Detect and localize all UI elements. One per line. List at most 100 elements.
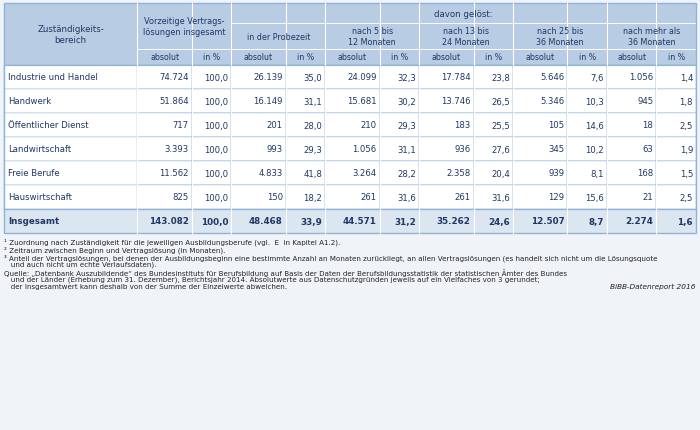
- Bar: [192, 90, 232, 114]
- Text: 20,4: 20,4: [491, 169, 510, 178]
- Text: und der Länder (Erhebung zum 31. Dezember), Berichtsjahr 2014. Absolutwerte aus : und der Länder (Erhebung zum 31. Dezembe…: [4, 276, 540, 283]
- Text: 18,2: 18,2: [303, 193, 322, 202]
- Text: 10,2: 10,2: [585, 145, 604, 154]
- Bar: [474, 162, 513, 186]
- Bar: [513, 209, 568, 233]
- Text: 33,9: 33,9: [300, 217, 322, 226]
- Bar: [192, 186, 232, 209]
- Text: ³ Anteil der Vertragslösungen, bei denen der Ausbildungsbeginn eine bestimmte An: ³ Anteil der Vertragslösungen, bei denen…: [4, 253, 657, 261]
- Bar: [568, 162, 607, 186]
- Bar: [286, 90, 326, 114]
- Bar: [326, 209, 379, 233]
- Text: 1,8: 1,8: [680, 97, 693, 106]
- Bar: [379, 209, 419, 233]
- Bar: [607, 66, 657, 90]
- Text: 100,0: 100,0: [204, 169, 228, 178]
- Bar: [326, 24, 419, 50]
- Bar: [568, 114, 607, 138]
- Text: ¹ Zuordnung nach Zuständigkeit für die jeweiligen Ausbildungsberufe (vgl.  E  in: ¹ Zuordnung nach Zuständigkeit für die j…: [4, 239, 340, 246]
- Bar: [137, 186, 192, 209]
- Text: nach mehr als
36 Monaten: nach mehr als 36 Monaten: [623, 27, 680, 46]
- Text: absolut: absolut: [526, 53, 555, 62]
- Text: 1.056: 1.056: [629, 74, 654, 82]
- Text: 17.784: 17.784: [441, 74, 470, 82]
- Bar: [286, 114, 326, 138]
- Bar: [137, 162, 192, 186]
- Text: 18: 18: [643, 121, 654, 130]
- Bar: [474, 114, 513, 138]
- Text: 1,4: 1,4: [680, 74, 693, 82]
- Bar: [607, 162, 657, 186]
- Text: 1,5: 1,5: [680, 169, 693, 178]
- Bar: [657, 66, 696, 90]
- Bar: [419, 114, 474, 138]
- Text: absolut: absolut: [432, 53, 461, 62]
- Bar: [286, 66, 326, 90]
- Text: 100,0: 100,0: [204, 121, 228, 130]
- Text: 15,6: 15,6: [585, 193, 604, 202]
- Bar: [137, 4, 232, 50]
- Bar: [232, 50, 286, 66]
- Text: Öffentlicher Dienst: Öffentlicher Dienst: [8, 121, 89, 130]
- Bar: [568, 138, 607, 162]
- Text: 30,2: 30,2: [398, 97, 416, 106]
- Text: 21: 21: [643, 193, 654, 202]
- Bar: [192, 162, 232, 186]
- Bar: [513, 114, 568, 138]
- Bar: [568, 50, 607, 66]
- Bar: [419, 162, 474, 186]
- Text: Landwirtschaft: Landwirtschaft: [8, 145, 71, 154]
- Text: 23,8: 23,8: [491, 74, 510, 82]
- Bar: [326, 50, 379, 66]
- Bar: [4, 4, 696, 233]
- Bar: [137, 50, 192, 66]
- Text: 936: 936: [454, 145, 470, 154]
- Bar: [513, 24, 607, 50]
- Bar: [326, 162, 379, 186]
- Bar: [607, 186, 657, 209]
- Text: 16.149: 16.149: [253, 97, 283, 106]
- Text: 10,3: 10,3: [585, 97, 604, 106]
- Text: 24.099: 24.099: [347, 74, 377, 82]
- Bar: [379, 90, 419, 114]
- Text: 31,1: 31,1: [398, 145, 416, 154]
- Bar: [192, 66, 232, 90]
- Bar: [4, 114, 696, 138]
- Text: in der Probezeit: in der Probezeit: [246, 32, 310, 41]
- Bar: [232, 138, 286, 162]
- Bar: [513, 50, 568, 66]
- Text: 3.264: 3.264: [353, 169, 377, 178]
- Text: 345: 345: [548, 145, 564, 154]
- Text: Quelle: „Datenbank Auszubildende“ des Bundesinstituts für Berufsbildung auf Basi: Quelle: „Datenbank Auszubildende“ des Bu…: [4, 268, 567, 276]
- Text: 8,7: 8,7: [589, 217, 604, 226]
- Text: nach 13 bis
24 Monaten: nach 13 bis 24 Monaten: [442, 27, 490, 46]
- Text: 210: 210: [360, 121, 377, 130]
- Text: 5.346: 5.346: [540, 97, 564, 106]
- Text: 12.507: 12.507: [531, 217, 564, 226]
- Bar: [137, 138, 192, 162]
- Text: 2.358: 2.358: [447, 169, 470, 178]
- Text: 31,6: 31,6: [491, 193, 510, 202]
- Text: 825: 825: [173, 193, 189, 202]
- Bar: [232, 24, 326, 50]
- Text: Freie Berufe: Freie Berufe: [8, 169, 60, 178]
- Text: absolut: absolut: [617, 53, 646, 62]
- Bar: [4, 162, 696, 186]
- Text: 100,0: 100,0: [204, 74, 228, 82]
- Bar: [419, 24, 513, 50]
- Bar: [657, 114, 696, 138]
- Text: 31,1: 31,1: [304, 97, 322, 106]
- Bar: [192, 50, 232, 66]
- Text: 5.646: 5.646: [540, 74, 564, 82]
- Text: BiBB-Datenreport 2016: BiBB-Datenreport 2016: [610, 283, 696, 289]
- Text: 3.393: 3.393: [164, 145, 189, 154]
- Text: Handwerk: Handwerk: [8, 97, 51, 106]
- Bar: [192, 209, 232, 233]
- Text: 717: 717: [173, 121, 189, 130]
- Text: Insgesamt: Insgesamt: [8, 217, 60, 226]
- Bar: [4, 186, 696, 209]
- Text: 74.724: 74.724: [160, 74, 189, 82]
- Bar: [379, 66, 419, 90]
- Bar: [232, 162, 286, 186]
- Text: 993: 993: [267, 145, 283, 154]
